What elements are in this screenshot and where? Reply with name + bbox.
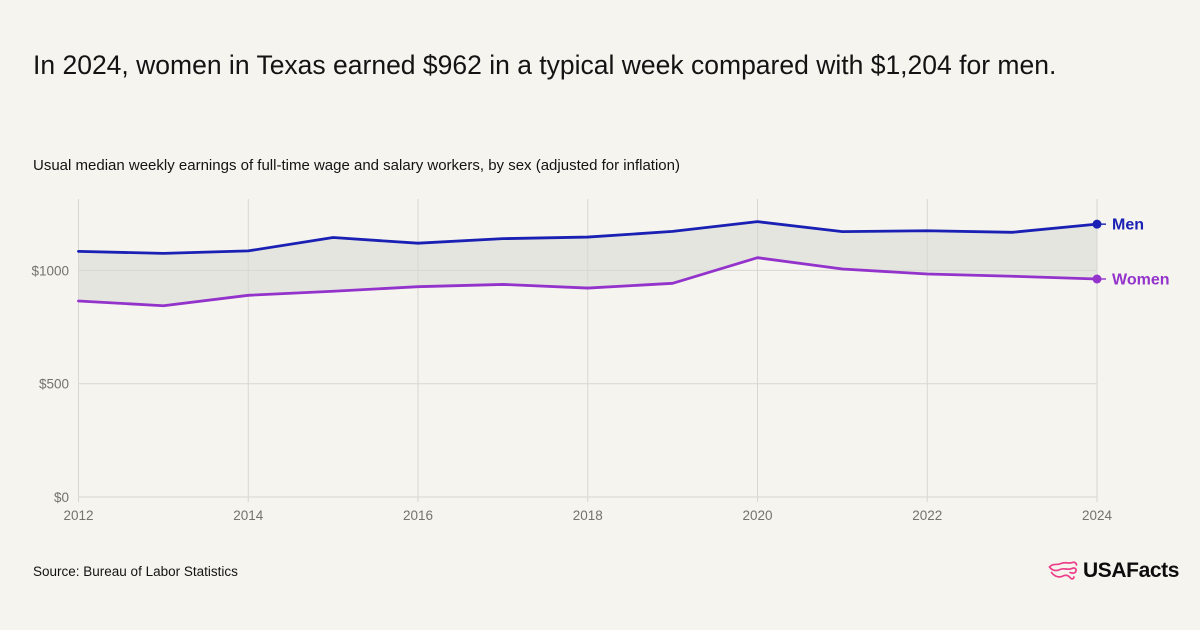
x-axis-tick-label: 2022 <box>912 508 942 523</box>
chart-canvas: $0 $500 $1000 2012 2014 2016 2018 2020 2022 2024 M… <box>31 199 1169 523</box>
men-series-label: Men <box>1112 217 1144 234</box>
x-axis-tick-label: 2024 <box>1082 508 1113 523</box>
y-axis-tick-label: $1000 <box>31 263 69 278</box>
x-axis-tick-label: 2012 <box>63 508 93 523</box>
x-axis-tick-label: 2020 <box>742 508 772 523</box>
x-axis-tick-label: 2014 <box>233 508 264 523</box>
men-line <box>77 220 1099 255</box>
men-end-dot <box>1092 219 1102 229</box>
earnings-line-chart: $0 $500 $1000 2012 2014 2016 2018 2020 2022 2024 M… <box>0 190 1200 535</box>
x-axis-tick-label: 2016 <box>403 508 433 523</box>
source-note: Source: Bureau of Labor Statistics <box>33 564 238 579</box>
usafacts-logo-text: USAFacts <box>1083 559 1179 582</box>
x-axis-tick-label: 2018 <box>573 508 603 523</box>
usafacts-logo-mark <box>1048 561 1078 580</box>
y-axis-tick-label: $0 <box>54 490 69 505</box>
women-series-label: Women <box>1112 271 1169 288</box>
usafacts-logo: USAFacts <box>1048 557 1179 585</box>
page-title: In 2024, women in Texas earned $962 in a… <box>33 50 1057 80</box>
women-line <box>77 256 1099 308</box>
women-end-dot <box>1092 274 1102 284</box>
y-axis-tick-label: $500 <box>39 377 69 392</box>
chart-subtitle: Usual median weekly earnings of full-tim… <box>33 157 680 174</box>
